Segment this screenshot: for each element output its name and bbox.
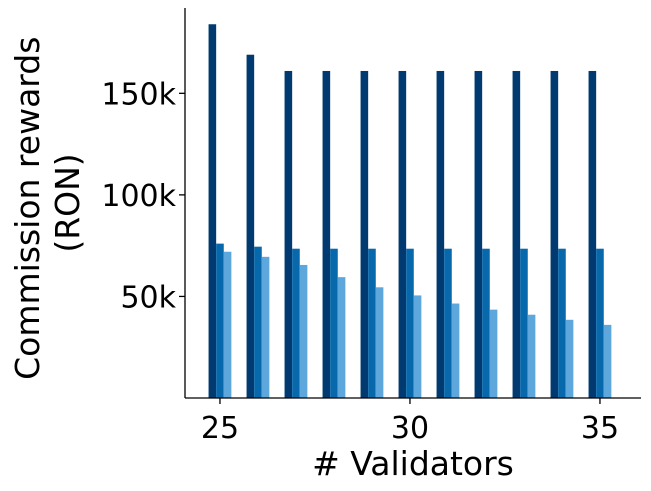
bar-series-2-x34 [558, 248, 566, 398]
y-tick-label: 100k [101, 179, 176, 214]
bar-series-2-x25 [216, 243, 224, 398]
bar-series-3-x28 [337, 277, 346, 398]
y-axis-label-line-1: Commission rewards [8, 37, 47, 380]
bar-series-3-x27 [299, 264, 308, 398]
bar-series-3-x31 [451, 303, 460, 398]
bar-series-1-x35 [588, 70, 597, 398]
bar-series-3-x32 [489, 309, 498, 398]
bar-series-1-x33 [512, 70, 521, 398]
bar-series-1-x34 [550, 70, 559, 398]
bar-series-1-x25 [208, 24, 217, 398]
bar-series-3-x35 [603, 324, 612, 398]
x-tick-label: 25 [201, 411, 239, 446]
x-tick-label: 35 [581, 411, 619, 446]
bar-series-3-x26 [261, 256, 270, 398]
bar-series-3-x34 [565, 319, 574, 398]
y-axis-label-line-2: (RON) [48, 153, 87, 252]
bar-series-1-x28 [322, 70, 331, 398]
bar-series-1-x32 [474, 70, 483, 398]
y-ticks-group: 50k 100k 150k [101, 77, 185, 315]
y-tick-label: 150k [101, 77, 176, 112]
bar-series-2-x32 [482, 248, 490, 398]
bar-series-3-x30 [413, 295, 422, 398]
x-ticks-group: 25 30 35 [201, 398, 619, 446]
bar-series-3-x29 [375, 287, 384, 398]
bar-series-3-x33 [527, 314, 536, 398]
bar-series-2-x28 [330, 248, 338, 398]
x-tick-label: 30 [391, 411, 429, 446]
bar-series-2-x27 [292, 248, 300, 398]
bar-series-3-x25 [223, 251, 232, 398]
bar-series-2-x35 [596, 248, 604, 398]
y-axis-label: Commission rewards (RON) [8, 26, 87, 380]
axes-group [184, 8, 641, 399]
bar-series-2-x31 [444, 248, 452, 398]
x-axis-label: # Validators [312, 444, 514, 483]
bar-series-1-x29 [360, 70, 369, 398]
bar-series-1-x30 [398, 70, 407, 398]
bar-series-2-x33 [520, 248, 528, 398]
bar-series-1-x27 [284, 70, 293, 398]
bar-series-1-x31 [436, 70, 445, 398]
bars-group [208, 24, 612, 398]
y-tick-label: 50k [120, 280, 176, 315]
bar-series-2-x29 [368, 248, 376, 398]
bar-series-1-x26 [246, 54, 255, 398]
bar-series-2-x30 [406, 248, 414, 398]
bar-series-2-x26 [254, 246, 262, 398]
